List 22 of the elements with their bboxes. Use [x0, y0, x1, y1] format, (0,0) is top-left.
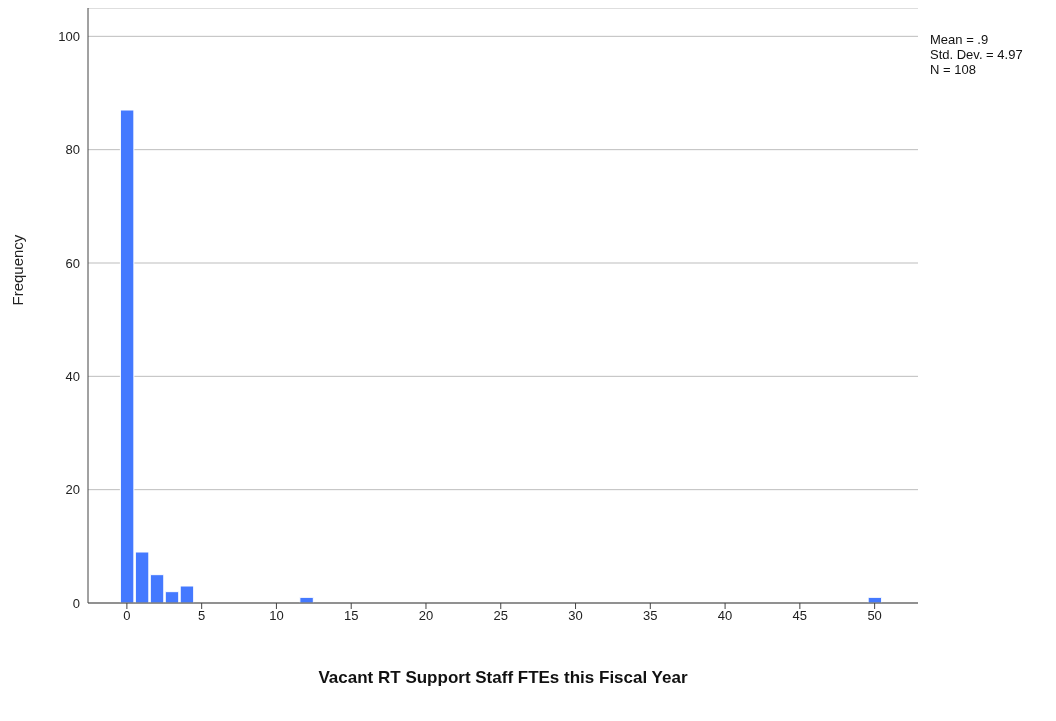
y-tick-label: 20 [65, 482, 80, 498]
x-axis-title: Vacant RT Support Staff FTEs this Fiscal Year [318, 668, 688, 687]
y-axis-title: Frequency [9, 234, 27, 306]
y-tick-label: 0 [72, 595, 80, 611]
text: Mean = .9 [930, 32, 990, 47]
y-tick-label: 100 [58, 28, 80, 44]
x-tick-label: 25 [493, 608, 508, 624]
x-tick-label: 20 [418, 608, 434, 624]
y-tick-label: 60 [65, 255, 80, 271]
x-tick-label: 0 [123, 608, 131, 624]
x-tick-label: 40 [717, 608, 733, 624]
x-tick-label: 35 [643, 608, 658, 624]
x-tick-label: 30 [568, 608, 583, 624]
x-tick-label: 50 [867, 608, 882, 624]
x-tick-label: 15 [343, 608, 359, 624]
text: Std. Dev. = 4.97 [930, 47, 1023, 62]
y-tick-label: 80 [65, 142, 80, 158]
y-tick-label: 40 [65, 368, 80, 384]
text: N = 108 [930, 62, 977, 77]
x-tick-label: 10 [269, 608, 284, 624]
x-tick-label: 5 [198, 608, 206, 624]
x-tick-label: 45 [792, 608, 808, 624]
